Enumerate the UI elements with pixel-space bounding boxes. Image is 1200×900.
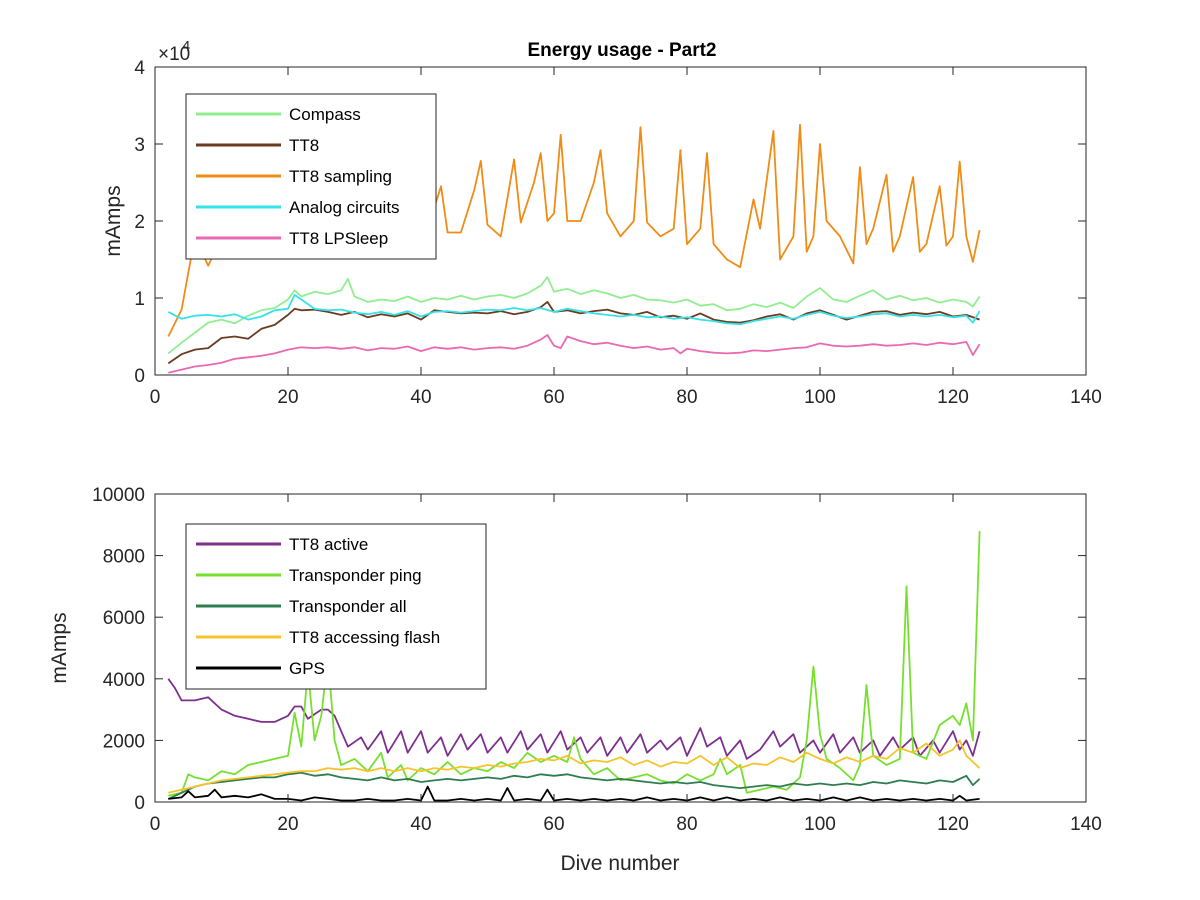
legend-entry-label: TT8 active	[289, 535, 368, 554]
legend-entry-label: Transponder ping	[289, 566, 422, 585]
x-tick-label: 60	[543, 814, 564, 835]
x-tick-label: 80	[676, 814, 697, 835]
x-tick-label: 100	[804, 387, 836, 408]
y-tick-label: 6000	[103, 608, 145, 629]
y-tick-label: 2000	[103, 731, 145, 752]
legend-entry-label: TT8 sampling	[289, 167, 392, 186]
legend-entry-label: TT8 accessing flash	[289, 628, 440, 647]
y-tick-label: 4000	[103, 670, 145, 691]
x-tick-label: 120	[937, 814, 969, 835]
y-tick-label: 0	[134, 793, 145, 814]
y-tick-label: 8000	[103, 547, 145, 568]
top-legend: Compass TT8 TT8 sampling Analog circuits TT8…	[185, 93, 437, 260]
x-tick-label: 40	[410, 814, 431, 835]
chart-title: Energy usage - Part2	[527, 40, 716, 61]
bottom-panel: 0 20 40 60 80 100 120 140 0 2000 4000 6000 8000 10000…	[48, 485, 1102, 875]
series-line-compass	[167, 276, 981, 355]
bottom-y-axis-label: mAmps	[48, 612, 71, 683]
legend-entry-label: Transponder all	[289, 597, 407, 616]
legend-entry-label: GPS	[289, 659, 325, 678]
y-tick-label: 2	[134, 212, 145, 233]
series-line-tt8-accessing-flash	[168, 739, 981, 794]
legend-entry-label: TT8 LPSleep	[289, 229, 388, 248]
bottom-plot-frame	[154, 493, 1087, 803]
top-y-axis-label: mAmps	[102, 185, 125, 256]
x-tick-label: 0	[150, 814, 161, 835]
series-line-transponder-all	[167, 771, 981, 800]
x-tick-label: 40	[410, 387, 431, 408]
x-tick-label: 80	[676, 387, 697, 408]
legend-entry-label: TT8	[289, 136, 319, 155]
top-panel: Energy usage - Part2 ×10 4 0 20 40 60 80 100 1…	[102, 38, 1102, 408]
legend-entry-label: Compass	[289, 105, 361, 124]
y-tick-label: 4	[134, 58, 145, 79]
series-line-gps	[168, 785, 980, 802]
x-tick-label: 100	[804, 814, 836, 835]
legend-entry-label: Analog circuits	[289, 198, 400, 217]
exponent-power: 4	[182, 38, 190, 55]
y-tick-label: 10000	[92, 485, 145, 506]
x-tick-label: 140	[1070, 387, 1102, 408]
series-line-transponder-ping	[168, 530, 981, 797]
x-tick-label: 60	[543, 387, 564, 408]
y-axis-exponent: ×10 4	[158, 38, 190, 65]
bottom-axis-ticks: 0 20 40 60 80 100 120 140 0 2000 4000 6000 8000 10000	[92, 485, 1102, 835]
series-line-analog-circuits	[167, 293, 981, 326]
bottom-series-group	[167, 530, 981, 802]
series-line-tt8-active	[167, 678, 981, 760]
y-tick-label: 3	[134, 135, 145, 156]
y-tick-label: 1	[134, 289, 145, 310]
bottom-legend: TT8 active Transponder ping Transponder al…	[185, 523, 487, 690]
series-line-tt8-lpsleep	[168, 334, 981, 374]
x-tick-label: 20	[277, 814, 298, 835]
bottom-x-axis-label: Dive number	[560, 852, 679, 875]
x-tick-label: 140	[1070, 814, 1102, 835]
x-tick-label: 120	[937, 387, 969, 408]
exponent-base: ×10	[158, 44, 190, 65]
y-tick-label: 0	[134, 366, 145, 387]
x-tick-label: 0	[150, 387, 161, 408]
x-tick-label: 20	[277, 387, 298, 408]
top-axis-ticks: 0 20 40 60 80 100 120 140 0 1 2 3 4	[134, 58, 1101, 408]
